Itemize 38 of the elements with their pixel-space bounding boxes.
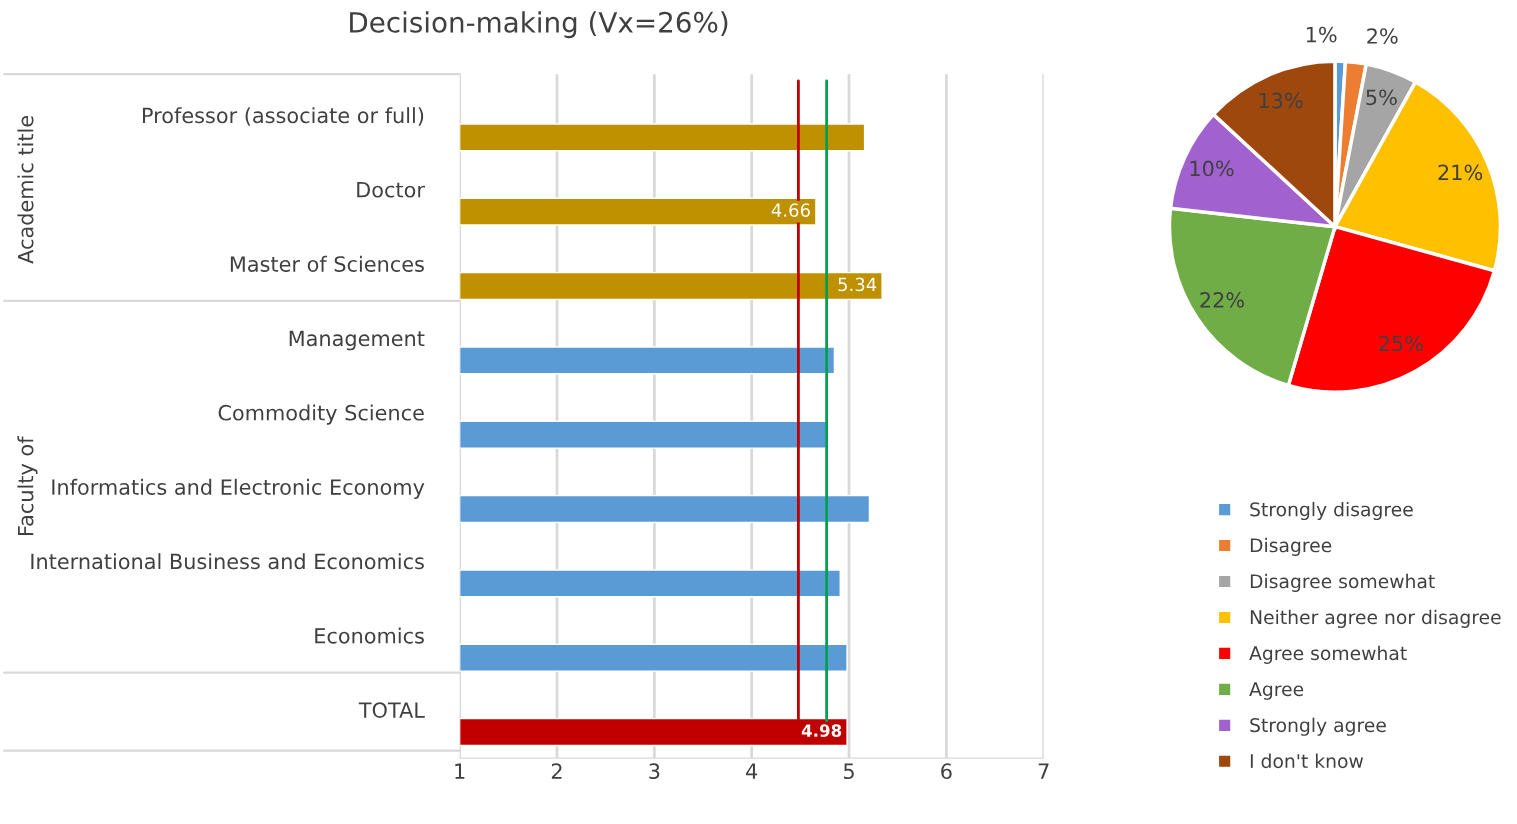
x-tick-label: 5 bbox=[843, 763, 854, 780]
data-label: 5% bbox=[1366, 89, 1397, 106]
x-tick-label: 7 bbox=[1038, 763, 1049, 779]
legend-label: Strongly disagree bbox=[1250, 501, 1413, 521]
legend-label: Agree somewhat bbox=[1249, 645, 1407, 664]
legend-label: Disagree somewhat bbox=[1250, 573, 1435, 592]
y-tick-label: Management bbox=[289, 330, 425, 351]
legend-label: Neither agree nor disagree bbox=[1250, 609, 1501, 628]
y-tick-label: Professor (associate or full) bbox=[143, 107, 424, 126]
chart-title: Decision-making (Vx=26%) bbox=[350, 11, 728, 39]
data-label: 4.98 bbox=[801, 724, 842, 737]
data-label: 1% bbox=[1306, 26, 1337, 43]
x-tick-label: 4 bbox=[746, 763, 758, 779]
legend-label: I don't know bbox=[1250, 753, 1364, 769]
data-label: 21% bbox=[1438, 164, 1483, 181]
y-tick-label: TOTAL bbox=[358, 702, 425, 718]
legend-label: Strongly agree bbox=[1250, 717, 1386, 736]
x-tick-label: 1 bbox=[455, 763, 465, 779]
y-tick-label: Master of Sciences bbox=[230, 255, 424, 272]
y-tick-label: Doctor bbox=[357, 182, 425, 198]
x-tick-label: 3 bbox=[649, 763, 660, 780]
text: Academic title bbox=[17, 115, 34, 264]
data-label: 4.66 bbox=[771, 203, 810, 217]
data-label: 2% bbox=[1367, 28, 1398, 44]
y-tick-label: Informatics and Electronic Economy bbox=[52, 478, 425, 499]
legend-label: Disagree bbox=[1250, 537, 1332, 557]
text: Faculty of bbox=[17, 436, 38, 535]
y-tick-label: Economics bbox=[315, 627, 424, 644]
data-label: 22% bbox=[1200, 292, 1244, 308]
legend-label: Agree bbox=[1249, 682, 1304, 700]
y-tick-label: International Business and Economics bbox=[31, 553, 424, 570]
data-label: 25% bbox=[1379, 335, 1423, 352]
data-label: 10% bbox=[1190, 160, 1234, 177]
x-tick-label: 2 bbox=[551, 763, 562, 779]
x-tick-label: 6 bbox=[941, 763, 952, 780]
y-tick-label: Commodity Science bbox=[218, 404, 424, 425]
data-label: 13% bbox=[1259, 92, 1303, 109]
data-label: 5.34 bbox=[838, 277, 877, 292]
